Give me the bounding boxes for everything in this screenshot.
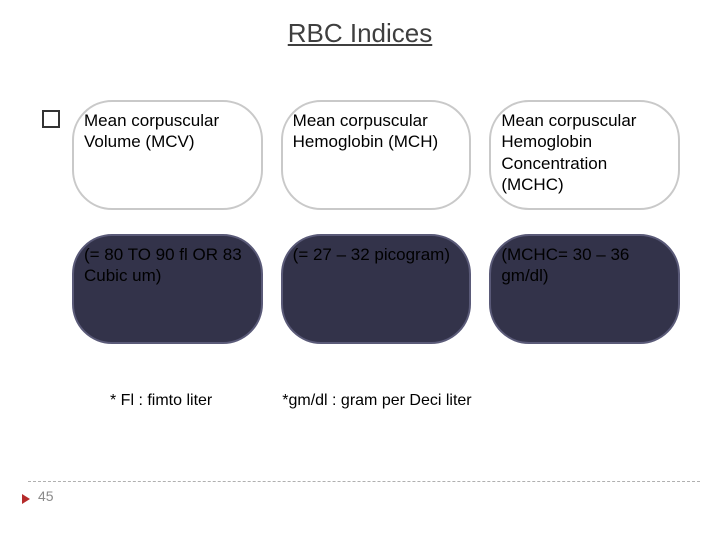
slide: RBC Indices Mean corpuscular Volume (MCV… [0,0,720,540]
page-number: 45 [38,488,54,504]
cell-mcv-range: (= 80 TO 90 fl OR 83 Cubic um) [72,234,263,344]
footnote-gmdl: *gm/dl : gram per Deci liter [282,392,471,410]
cell-mcv: Mean corpuscular Volume (MCV) [72,100,263,210]
cell-text: Mean corpuscular Hemoglobin Concentratio… [501,110,670,195]
bullet-icon [42,110,60,128]
divider [28,481,700,482]
cell-mch: Mean corpuscular Hemoglobin (MCH) [281,100,472,210]
cell-text: (MCHC= 30 – 36 gm/dl) [501,244,670,287]
footnote-fl: * Fl : fimto liter [110,392,212,410]
indices-grid: Mean corpuscular Volume (MCV) Mean corpu… [72,100,680,344]
cell-text: (= 80 TO 90 fl OR 83 Cubic um) [84,244,253,287]
cell-text: (= 27 – 32 picogram) [293,244,462,265]
cell-text: Mean corpuscular Hemoglobin (MCH) [293,110,462,153]
cell-mchc: Mean corpuscular Hemoglobin Concentratio… [489,100,680,210]
cell-mchc-range: (MCHC= 30 – 36 gm/dl) [489,234,680,344]
page-marker-icon [22,494,30,504]
footnotes: * Fl : fimto liter *gm/dl : gram per Dec… [110,392,670,410]
slide-title: RBC Indices [0,18,720,49]
cell-text: Mean corpuscular Volume (MCV) [84,110,253,153]
cell-mch-range: (= 27 – 32 picogram) [281,234,472,344]
